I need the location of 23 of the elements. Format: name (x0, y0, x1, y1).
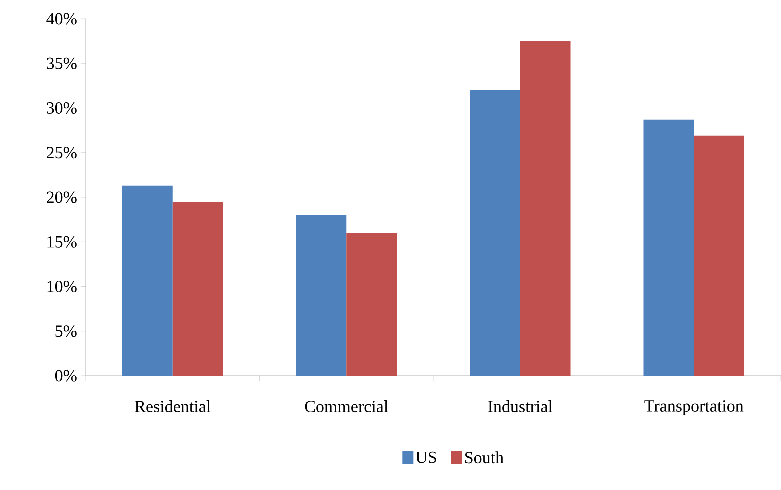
y-tick-label: 0% (55, 370, 77, 382)
bar (296, 215, 347, 376)
bar (346, 233, 398, 376)
y-tick-label: 5% (56, 326, 77, 338)
y-tick-label: 35% (47, 58, 77, 70)
x-tick-label: Industrial (488, 400, 553, 412)
bar (470, 90, 520, 376)
y-tick-label: 25% (47, 147, 77, 159)
y-tick-label: 15% (48, 236, 77, 248)
bar (172, 202, 224, 376)
bar (122, 186, 173, 376)
bar (520, 41, 571, 376)
y-tick-label: 10% (48, 280, 77, 293)
y-tick-label: 30% (47, 102, 77, 114)
x-tick-label: Residential (135, 400, 211, 412)
x-tick-label: Commercial (305, 400, 388, 412)
x-tick-label: Transportation (644, 400, 744, 416)
legend-label: US (416, 452, 436, 464)
bar (644, 120, 694, 376)
y-tick-label: 20% (47, 192, 77, 204)
y-tick-label: 40% (46, 13, 77, 25)
legend-label: South (466, 452, 504, 464)
bar (694, 136, 745, 376)
